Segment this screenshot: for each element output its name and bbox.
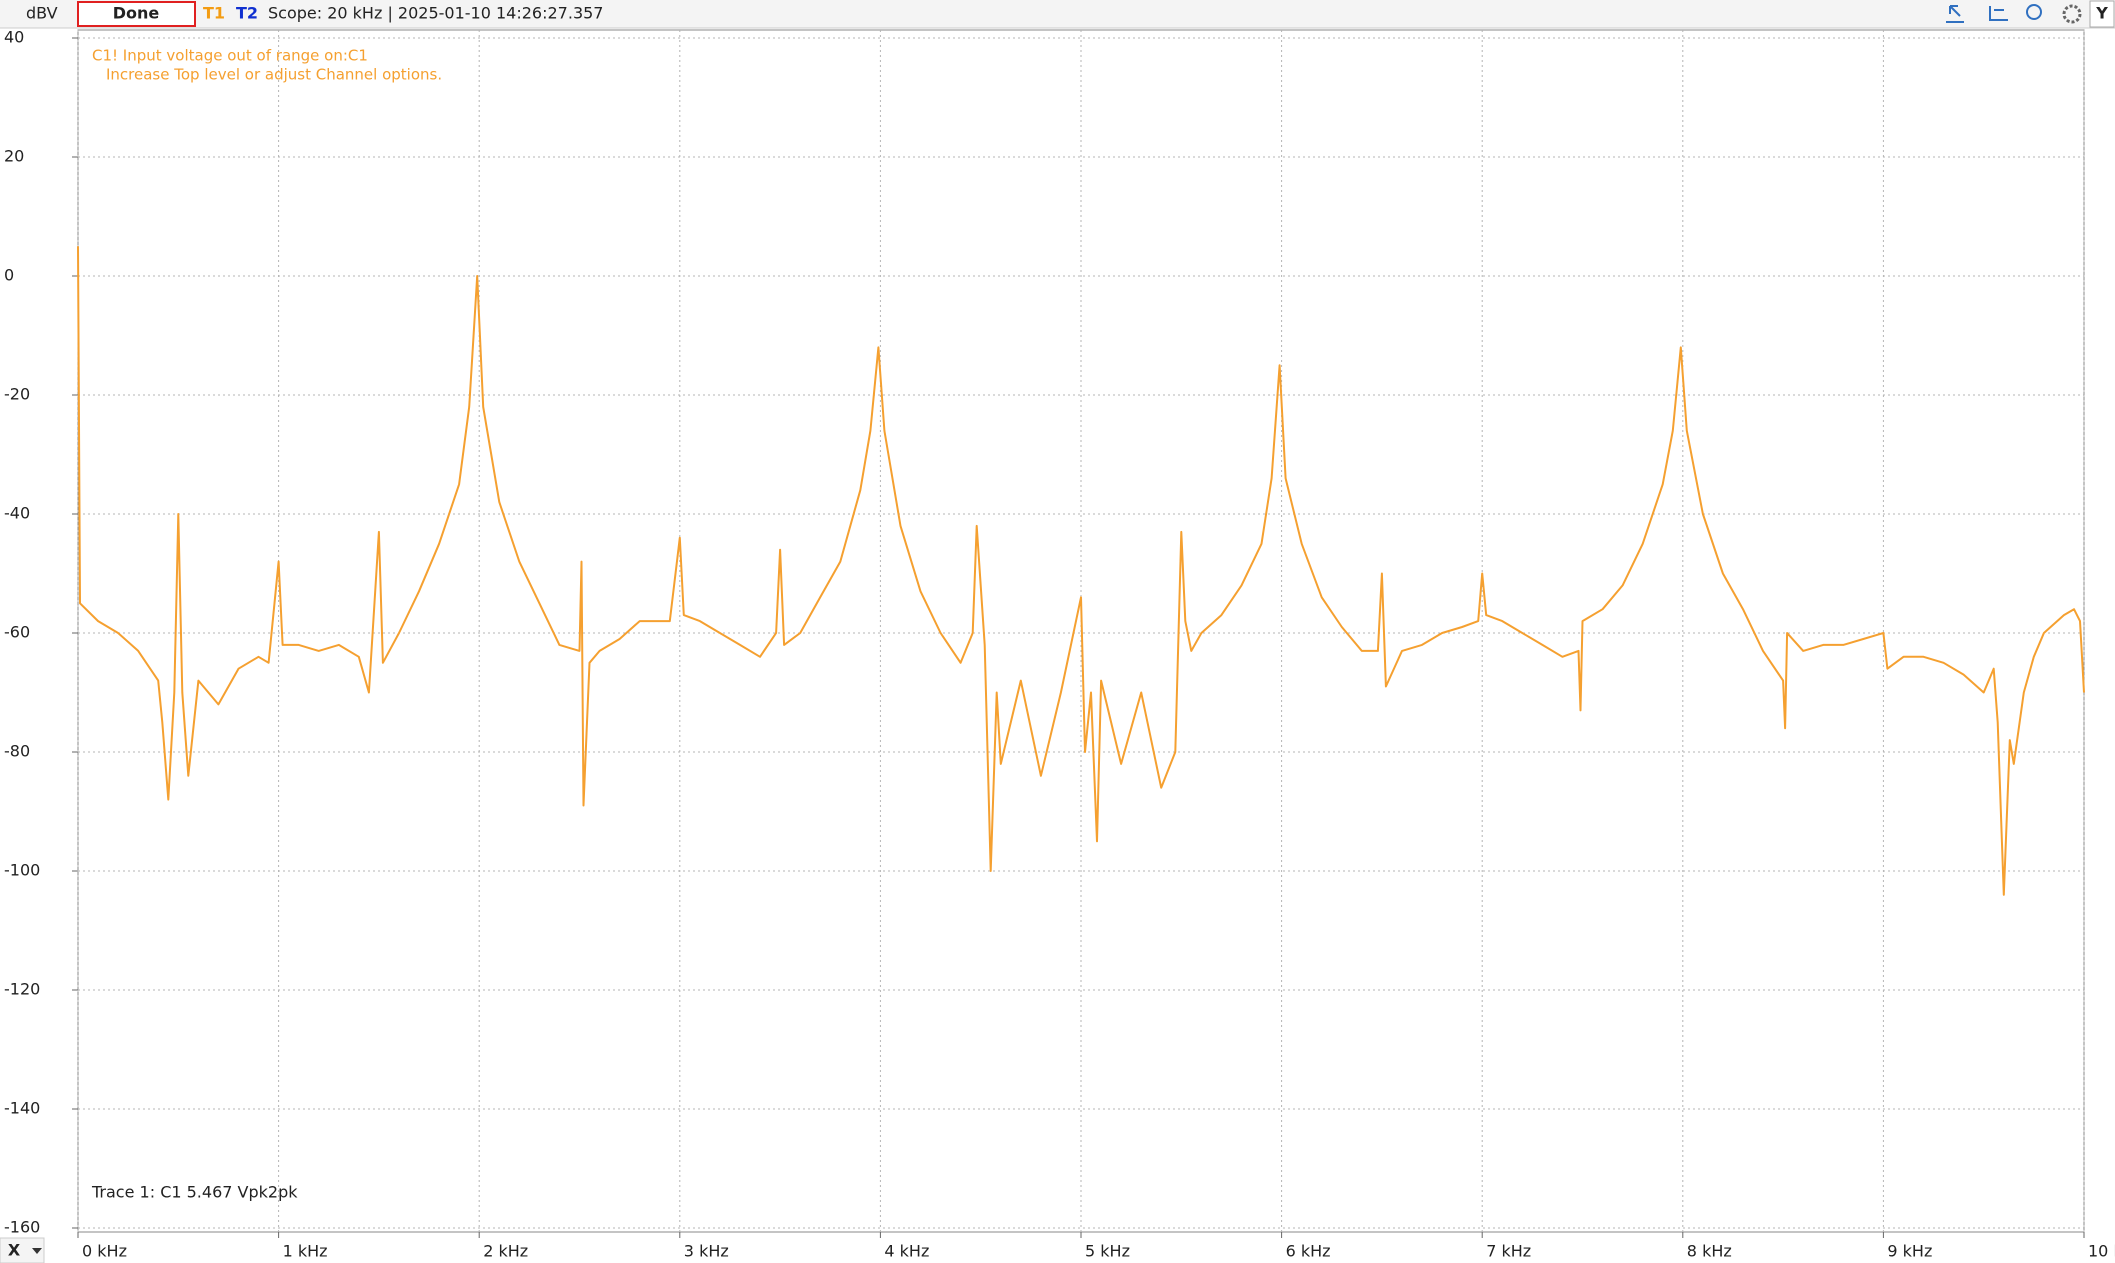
x-tick-label: 1 kHz	[283, 1242, 328, 1261]
y-tick-label: -60	[4, 623, 30, 642]
warning-text: C1! Input voltage out of range on:C1	[92, 47, 368, 65]
icon-measure[interactable]	[1989, 6, 2008, 21]
t1-button[interactable]: T1	[203, 4, 225, 23]
x-dropdown-arrow[interactable]	[32, 1248, 42, 1254]
y-button[interactable]	[2089, 0, 2115, 28]
trace-info: Trace 1: C1 5.467 Vpk2pk	[91, 1183, 298, 1202]
x-tick-label: 10 kHz	[2088, 1242, 2115, 1261]
warning-text: Increase Top level or adjust Channel opt…	[106, 66, 442, 84]
y-tick-label: 0	[4, 266, 14, 285]
y-button-label[interactable]: Y	[2095, 4, 2108, 23]
y-unit-label: dBV	[26, 4, 58, 23]
toolbar-icons[interactable]	[1946, 4, 2082, 24]
x-tick-label: 8 kHz	[1687, 1242, 1732, 1261]
plot-area: 40 20 0 -20 -40 -60 -80 -100 -120 -140 -160 0 kHz 1 …	[4, 28, 2115, 1261]
scope-info: Scope: 20 kHz | 2025-01-10 14:26:27.357	[268, 4, 603, 23]
x-button-label[interactable]: X	[8, 1241, 21, 1260]
x-tick-label: 6 kHz	[1286, 1242, 1331, 1261]
icon-zoom[interactable]	[2026, 4, 2042, 20]
x-tick-label: 7 kHz	[1486, 1242, 1531, 1261]
y-tick-label: 20	[4, 147, 24, 166]
x-tick-label: 0 kHz	[82, 1242, 127, 1261]
done-label[interactable]: Done	[113, 4, 160, 23]
x-tick-label: 4 kHz	[884, 1242, 929, 1261]
x-tick-label: 2 kHz	[483, 1242, 528, 1261]
icon-settings[interactable]	[2062, 4, 2082, 24]
t2-button[interactable]: T2	[236, 4, 258, 23]
y-tick-label: -160	[4, 1218, 40, 1237]
x-tick-label: 5 kHz	[1085, 1242, 1130, 1261]
trace-line	[77, 246, 2085, 896]
y-tick-label: -80	[4, 742, 30, 761]
x-tick-label: 9 kHz	[1887, 1242, 1932, 1261]
icon-cursor[interactable]	[1946, 5, 1964, 23]
y-tick-label: -100	[4, 861, 40, 880]
x-tick-label: 3 kHz	[684, 1242, 729, 1261]
y-tick-label: 40	[4, 28, 24, 47]
y-tick-label: -40	[4, 504, 30, 523]
y-tick-label: -20	[4, 385, 30, 404]
toolbar	[0, 0, 2115, 28]
y-tick-label: -140	[4, 1099, 40, 1118]
y-tick-label: -120	[4, 980, 40, 999]
done-button[interactable]	[77, 1, 196, 27]
